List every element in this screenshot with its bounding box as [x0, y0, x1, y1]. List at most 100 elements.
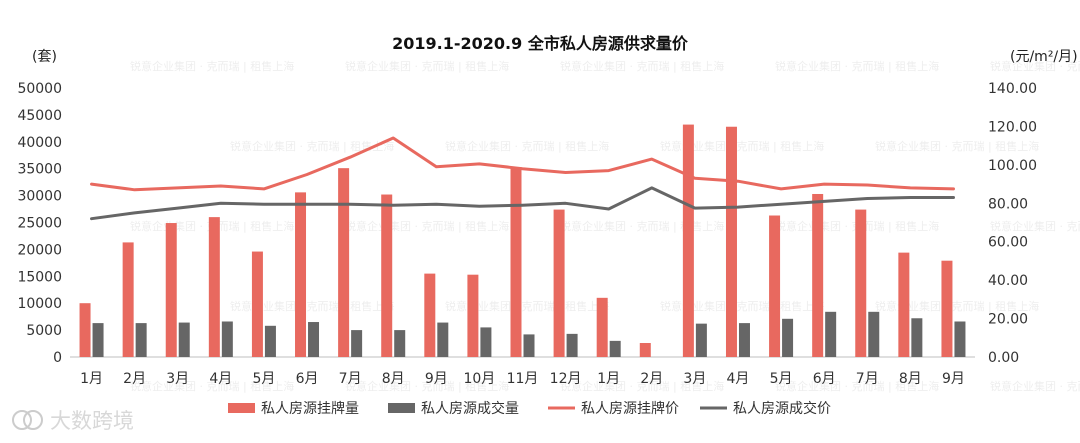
bar-deal-volume	[178, 322, 190, 357]
watermark-text: 锐意企业集团 · 克而瑞 | 租售上海	[560, 379, 724, 393]
watermark-text: 锐意企业集团 · 克而瑞 | 租售上海	[345, 219, 509, 233]
watermark-text: 锐意企业集团 · 克而瑞 | 租售上海	[130, 59, 294, 73]
line-listing-price	[90, 136, 955, 192]
bar-deal-volume	[954, 321, 966, 357]
x-tick-label: 7月	[339, 371, 362, 387]
bar-listing-volume	[251, 251, 263, 357]
bar-deal-volume	[911, 318, 923, 357]
x-tick-label: 1月	[597, 371, 620, 387]
bar-deal-volume	[135, 323, 147, 357]
x-tick-label: 8月	[899, 371, 922, 387]
bar-listing-volume	[510, 167, 522, 357]
y-left-tick-label: 40000	[17, 135, 62, 151]
chart-title: 2019.1-2020.9 全市私人房源供求量价	[392, 34, 689, 53]
x-tick-label: 2月	[123, 371, 146, 387]
bar-deal-volume	[738, 323, 750, 357]
bar-deal-volume	[825, 311, 837, 357]
legend: 私人房源挂牌量 私人房源成交量 私人房源挂牌价 私人房源成交价	[228, 400, 831, 417]
y-left-tick-label: 35000	[17, 162, 62, 178]
watermark-text: 锐意企业集团 · 克而瑞 | 租售上海	[345, 379, 509, 393]
watermark-text: 锐意企业集团 · 克而瑞 | 租售上海	[345, 59, 509, 73]
brand-watermark: 大数跨境	[12, 409, 134, 433]
legend-label: 私人房源成交量	[421, 400, 519, 417]
bar-listing-volume	[769, 215, 781, 357]
watermark-text: 锐意企业集团 · 克而瑞 | 租售上海	[560, 59, 724, 73]
bar-listing-volume	[725, 126, 737, 358]
bar-listing-volume	[295, 192, 307, 357]
bar-deal-volume	[782, 318, 794, 357]
legend-label: 私人房源成交价	[733, 400, 831, 417]
legend-label: 私人房源挂牌量	[261, 400, 359, 417]
watermark-text: 锐意企业集团 · 克而瑞 | 租售上海	[990, 219, 1080, 233]
bar-listing-volume	[424, 273, 436, 357]
y-left-tick-label: 45000	[17, 108, 62, 124]
x-tick-label: 6月	[296, 371, 319, 387]
bar-deal-volume	[394, 330, 406, 357]
watermark-text: 锐意企业集团 · 克而瑞 | 租售上海	[130, 379, 294, 393]
watermark-text: 锐意企业集团 · 克而瑞 | 租售上海	[775, 379, 939, 393]
x-tick-label: 9月	[942, 371, 965, 387]
bar-listing-volume	[467, 274, 479, 357]
x-tick-label: 6月	[813, 371, 836, 387]
y-left-tick-label: 0	[53, 350, 62, 366]
bar-deal-volume	[437, 322, 449, 357]
bar-deal-volume	[351, 330, 363, 357]
watermark-text: 锐意企业集团 · 克而瑞 | 租售上海	[560, 219, 724, 233]
bar-listing-volume	[208, 217, 220, 357]
x-tick-label: 10月	[463, 371, 495, 387]
y-right-tick-label: 100.00	[988, 158, 1037, 174]
legend-swatch-bar	[228, 403, 255, 413]
bar-deal-volume	[523, 334, 535, 357]
bar-listing-volume	[941, 260, 953, 357]
y-left-unit-label: (套)	[32, 49, 57, 65]
bar-deal-volume	[92, 323, 104, 357]
watermark-text: 锐意企业集团 · 克而瑞 | 租售上海	[990, 379, 1080, 393]
bar-deal-volume	[221, 321, 233, 357]
bar-listing-volume	[898, 252, 910, 357]
x-tick-label: 2月	[640, 371, 663, 387]
watermark-text: 锐意企业集团 · 克而瑞 | 租售上海	[445, 139, 609, 153]
bar-deal-volume	[566, 333, 578, 357]
bar-deal-volume	[609, 340, 621, 357]
bar-listing-volume	[639, 343, 651, 357]
watermark-text: 锐意企业集团 · 克而瑞 | 租售上海	[775, 59, 939, 73]
y-right-tick-label: 120.00	[988, 119, 1037, 135]
brand-logo-icon	[12, 410, 43, 430]
watermark-text: 锐意企业集团 · 克而瑞 | 租售上海	[875, 299, 1039, 313]
x-tick-label: 4月	[727, 371, 750, 387]
bar-listing-volume	[855, 209, 867, 357]
line-marks	[90, 136, 955, 221]
bar-listing-volume	[165, 223, 177, 357]
y-left-tick-label: 25000	[17, 216, 62, 232]
bar-deal-volume	[308, 322, 320, 357]
line-deal-price	[90, 186, 955, 221]
watermark-text: 锐意企业集团 · 克而瑞 | 租售上海	[990, 59, 1080, 73]
brand-logo-text: 大数跨境	[50, 409, 134, 433]
x-tick-label: 3月	[683, 371, 706, 387]
x-tick-label: 8月	[382, 371, 405, 387]
y-left-tick-label: 50000	[17, 81, 62, 97]
watermark-text: 锐意企业集团 · 克而瑞 | 租售上海	[445, 299, 609, 313]
y-right-tick-label: 0.00	[988, 350, 1019, 366]
bar-marks	[79, 124, 966, 358]
bar-listing-volume	[381, 194, 393, 357]
watermark-text: 锐意企业集团 · 克而瑞 | 租售上海	[230, 139, 394, 153]
y-left-tick-label: 10000	[17, 296, 62, 312]
legend-swatch-bar	[388, 403, 415, 413]
watermark-text: 锐意企业集团 · 克而瑞 | 租售上海	[875, 139, 1039, 153]
watermark-text: 锐意企业集团 · 克而瑞 | 租售上海	[230, 299, 394, 313]
x-tick-label: 5月	[252, 371, 275, 387]
x-tick-label: 4月	[209, 371, 232, 387]
y-right-tick-label: 60.00	[988, 235, 1028, 251]
bar-listing-volume	[338, 168, 350, 357]
y-left-tick-label: 5000	[26, 323, 62, 339]
bar-deal-volume	[868, 311, 880, 357]
x-tick-label: 12月	[550, 371, 582, 387]
x-tick-label: 3月	[166, 371, 189, 387]
y-right-unit-label: (元/m²/月)	[1010, 49, 1078, 65]
bar-listing-volume	[596, 297, 608, 357]
y-left-tick-label: 15000	[17, 269, 62, 285]
y-right-tick-label: 140.00	[988, 81, 1037, 97]
y-right-tick-label: 20.00	[988, 312, 1028, 328]
